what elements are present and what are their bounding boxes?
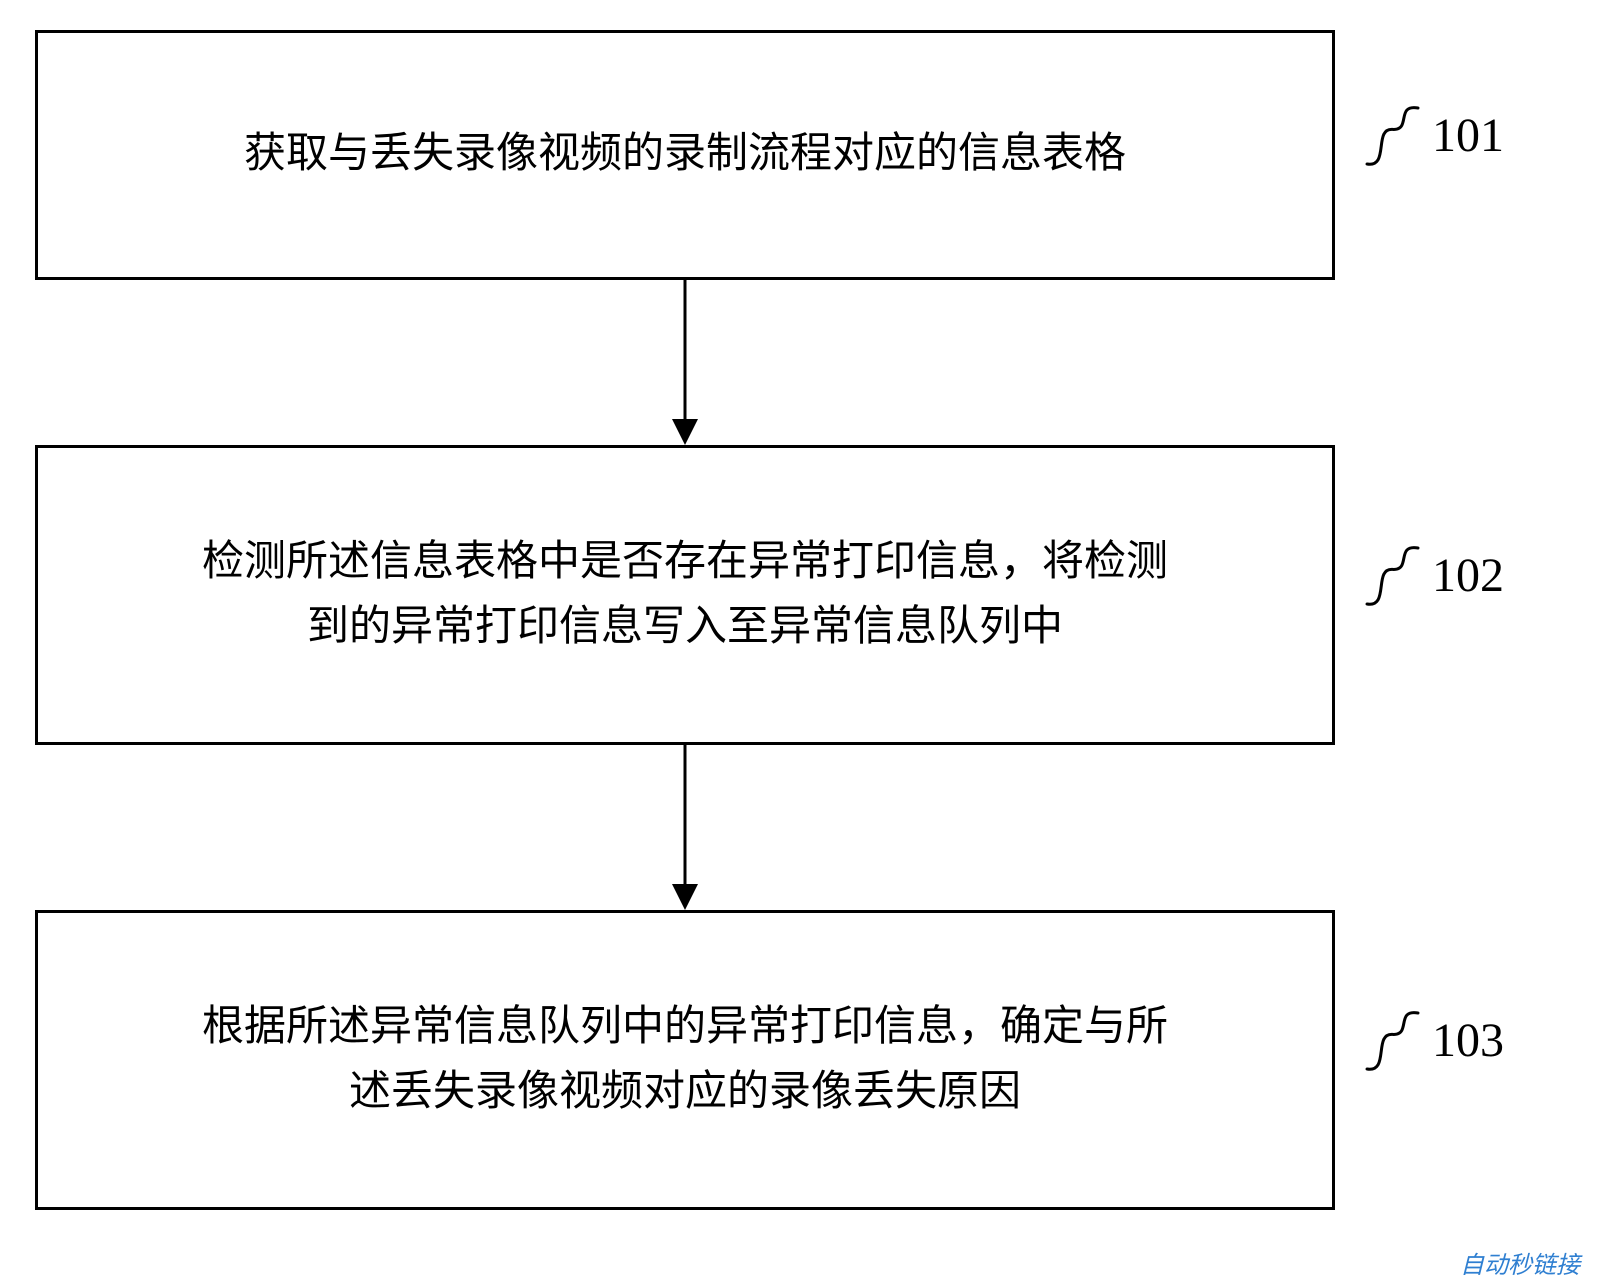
brace-icon (1365, 1005, 1420, 1075)
flowchart-canvas: 获取与丢失录像视频的录制流程对应的信息表格 101 检测所述信息表格中是否存在异常打… (0, 0, 1603, 1278)
step-number: 101 (1432, 108, 1504, 163)
step-label: 102 (1365, 535, 1565, 615)
step-label: 103 (1365, 1000, 1565, 1080)
brace-icon (1365, 540, 1420, 610)
step-number: 103 (1432, 1013, 1504, 1068)
flow-step-text: 根据所述异常信息队列中的异常打印信息，确定与所 述丢失录像视频对应的录像丢失原因 (202, 995, 1168, 1125)
flow-step-box: 检测所述信息表格中是否存在异常打印信息，将检测 到的异常打印信息写入至异常信息队… (35, 445, 1335, 745)
brace-icon (1365, 100, 1420, 170)
flow-step-box: 根据所述异常信息队列中的异常打印信息，确定与所 述丢失录像视频对应的录像丢失原因 (35, 910, 1335, 1210)
flow-step-text: 获取与丢失录像视频的录制流程对应的信息表格 (244, 122, 1126, 187)
step-number: 102 (1432, 548, 1504, 603)
flow-arrow (670, 280, 700, 445)
step-label: 101 (1365, 95, 1565, 175)
flow-step-box: 获取与丢失录像视频的录制流程对应的信息表格 (35, 30, 1335, 280)
flow-arrow (670, 745, 700, 910)
flow-step-text: 检测所述信息表格中是否存在异常打印信息，将检测 到的异常打印信息写入至异常信息队… (202, 530, 1168, 660)
watermark-text: 自动秒链接 (1460, 1245, 1603, 1277)
